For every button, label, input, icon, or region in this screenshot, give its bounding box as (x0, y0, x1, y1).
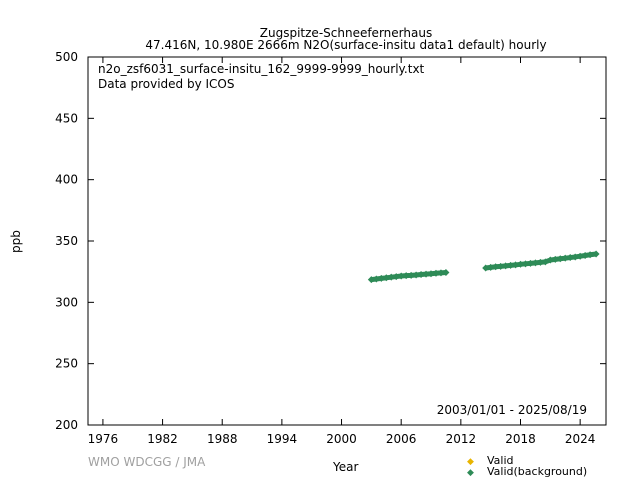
legend-label-valid-background: Valid(background) (487, 465, 587, 478)
chart-subtitle: 47.416N, 10.980E 2666m N2O(surface-insit… (145, 38, 547, 52)
legend-marker-valid: ◆ (467, 457, 474, 467)
y-axis-label: ppb (9, 230, 23, 253)
y-tick-label: 450 (55, 111, 78, 125)
chart-title: Zugspitze-Schneefernerhaus (259, 26, 433, 40)
data-band (371, 270, 447, 283)
y-tick-label: 200 (55, 418, 78, 432)
x-tick-label: 1976 (88, 432, 119, 446)
y-tick-label: 500 (55, 50, 78, 64)
x-axis-label: Year (333, 460, 359, 474)
legend-marker-valid-background: ◆ (467, 468, 474, 478)
provider-annotation: Data provided by ICOS (98, 77, 234, 91)
legend: ◆ Valid ◆ Valid(background) (467, 454, 587, 478)
x-tick-label: 2018 (505, 432, 536, 446)
y-tick-label: 250 (55, 357, 78, 371)
plot-frame (87, 56, 607, 426)
x-tick-label: 1988 (207, 432, 238, 446)
x-tick-label: 1982 (147, 432, 178, 446)
legend-label-valid: Valid (487, 454, 514, 467)
x-tick-label: 2006 (386, 432, 417, 446)
x-tick-label: 2012 (446, 432, 477, 446)
x-tick-label: 2024 (565, 432, 596, 446)
x-tick-label: 1994 (267, 432, 298, 446)
period-annotation: 2003/01/01 - 2025/08/19 (437, 403, 587, 417)
x-tick-label: 2000 (326, 432, 357, 446)
file-annotation: n2o_zsf6031_surface-insitu_162_9999-9999… (98, 62, 425, 76)
y-tick-label: 350 (55, 234, 78, 248)
credit-text: WMO WDCGG / JMA (88, 455, 206, 469)
y-tick-label: 400 (55, 173, 78, 187)
data-band (485, 251, 597, 271)
y-tick-label: 300 (55, 295, 78, 309)
